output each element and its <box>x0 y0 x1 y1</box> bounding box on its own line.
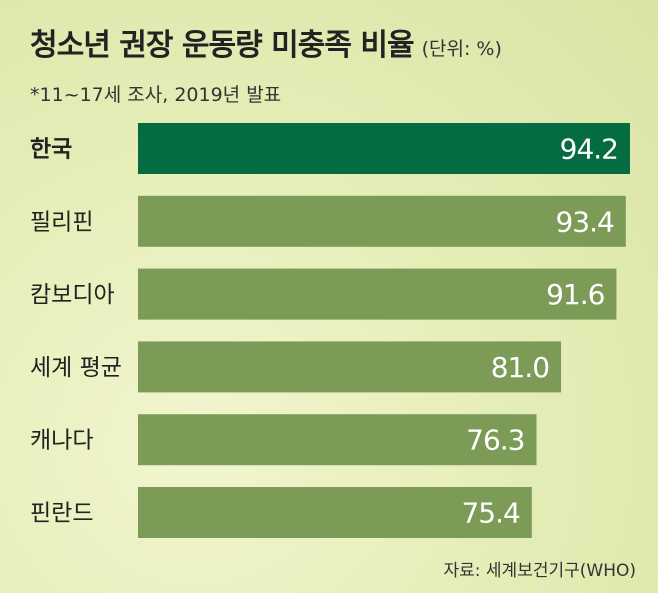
category-label: 세계 평균 <box>30 355 122 381</box>
bar-2 <box>138 195 626 247</box>
category-label: 핀란드 <box>30 501 93 527</box>
source-note: 자료: 세계보건기구(WHO) <box>443 561 637 581</box>
category-label: 캄보디아 <box>30 282 115 308</box>
title-row: 청소년 권장 운동량 미충족 비율 (단위: %) <box>30 20 502 64</box>
value-label: 75.4 <box>461 497 520 530</box>
bar-5 <box>138 414 537 466</box>
bar-6 <box>138 487 532 538</box>
value-label: 81.0 <box>491 351 549 384</box>
category-label: 한국 <box>30 137 72 163</box>
category-label: 캐나다 <box>30 428 93 454</box>
chart-title: 청소년 권장 운동량 미충족 비율 <box>30 28 415 63</box>
unit-label: (단위: %) <box>421 38 502 60</box>
value-label: 93.4 <box>555 205 614 238</box>
value-label: 91.6 <box>546 278 605 311</box>
chart-subtitle: *11~17세 조사, 2019년 발표 <box>30 84 282 106</box>
value-label: 76.3 <box>466 424 524 457</box>
bar-3 <box>138 268 617 320</box>
category-label: 필리핀 <box>30 209 93 235</box>
value-label: 94.2 <box>560 133 618 166</box>
bar-4 <box>138 341 562 393</box>
bar-1 <box>138 123 630 174</box>
